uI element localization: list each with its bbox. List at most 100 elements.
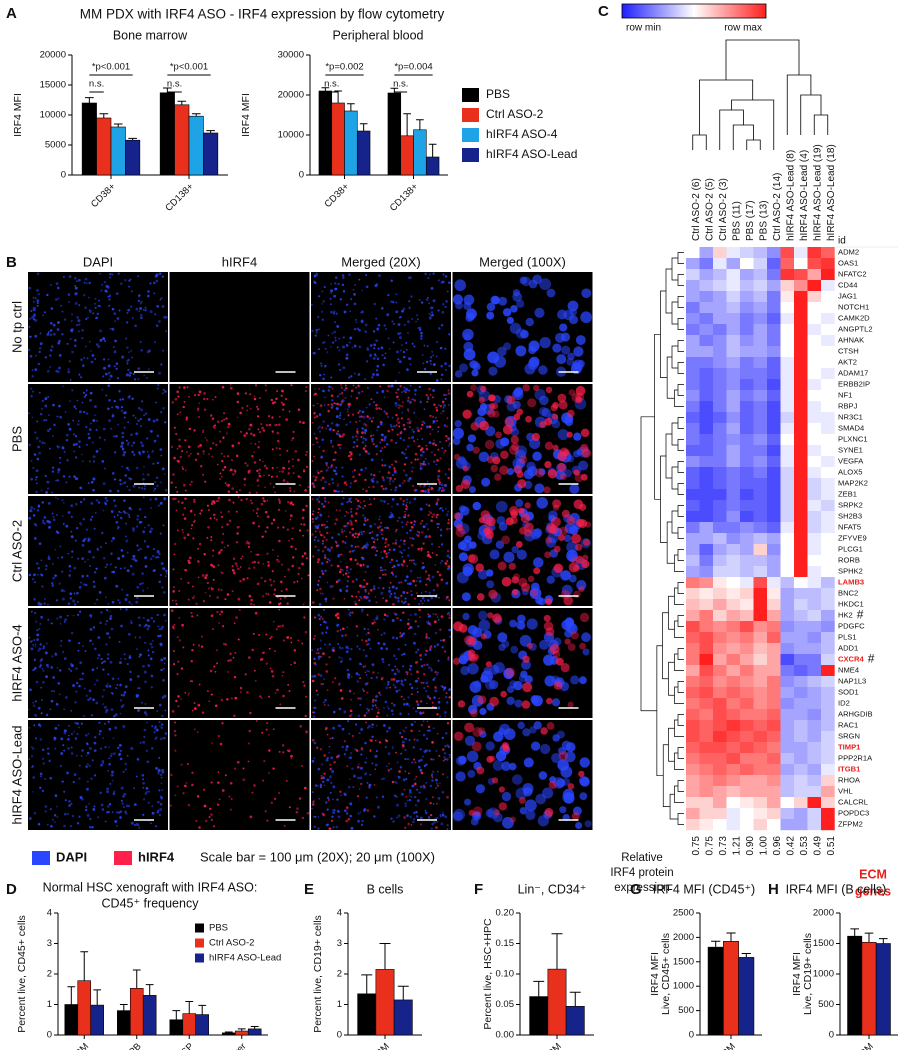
cell xyxy=(29,817,32,820)
cell xyxy=(36,562,39,565)
cell xyxy=(425,633,428,635)
cell xyxy=(172,568,175,571)
cell xyxy=(316,560,320,564)
cell xyxy=(155,279,159,283)
cell xyxy=(163,694,167,698)
heatmap-cell xyxy=(794,522,808,534)
cell xyxy=(346,580,349,583)
cell xyxy=(240,557,243,560)
cell xyxy=(115,292,119,296)
cell xyxy=(113,399,116,403)
cell xyxy=(487,409,496,418)
cell xyxy=(467,704,478,715)
cell xyxy=(108,298,111,301)
cell xyxy=(226,523,229,526)
cell xyxy=(572,450,581,458)
cell xyxy=(134,324,137,328)
cell xyxy=(431,552,434,554)
cell xyxy=(236,526,240,529)
cell xyxy=(139,341,142,343)
heatmap-cell xyxy=(753,753,768,765)
cell xyxy=(398,545,401,548)
cell xyxy=(67,368,70,371)
cell xyxy=(289,518,292,521)
cell xyxy=(101,283,104,286)
heatmap-cell xyxy=(726,423,741,435)
cell xyxy=(353,344,357,348)
cell xyxy=(89,639,92,642)
cell xyxy=(305,504,308,508)
cell xyxy=(500,450,509,460)
cell xyxy=(572,361,581,370)
cell xyxy=(405,348,408,351)
cell xyxy=(378,470,381,473)
heatmap-cell xyxy=(821,797,835,809)
cell xyxy=(189,680,192,683)
cell xyxy=(313,637,316,640)
cell xyxy=(270,398,273,402)
heatmap-cell xyxy=(699,753,714,765)
cell xyxy=(111,752,113,755)
heatmap-cell xyxy=(699,434,714,446)
heatmap-cell xyxy=(780,511,795,523)
cell xyxy=(77,319,81,323)
cell xyxy=(394,425,397,428)
y-tick-label: 2 xyxy=(337,969,342,980)
heatmap-cell xyxy=(780,247,795,259)
cell xyxy=(364,424,368,427)
cell xyxy=(41,441,44,444)
cell xyxy=(435,516,438,519)
y-tick-label: 0 xyxy=(337,1030,342,1041)
cell xyxy=(146,619,150,622)
cell xyxy=(344,384,347,387)
cell xyxy=(286,602,289,605)
heatmap-cell xyxy=(686,522,700,534)
cell xyxy=(320,562,324,565)
cell xyxy=(135,647,139,651)
cell xyxy=(330,546,333,549)
cell xyxy=(419,712,422,715)
cell xyxy=(373,538,376,541)
cell xyxy=(420,592,423,594)
cell xyxy=(135,432,139,436)
heatmap-cell xyxy=(726,313,741,325)
heatmap-cell xyxy=(767,478,781,490)
cell xyxy=(330,292,332,294)
cell xyxy=(99,621,102,625)
cell xyxy=(68,475,71,478)
cell xyxy=(358,473,361,476)
cell xyxy=(440,373,444,377)
cell xyxy=(250,499,252,502)
cell xyxy=(388,586,391,589)
heatmap-cell xyxy=(780,566,795,578)
cell xyxy=(52,403,55,407)
cell xyxy=(340,697,344,700)
cell xyxy=(61,570,64,573)
cell xyxy=(272,486,275,488)
cell xyxy=(359,697,362,700)
cell xyxy=(349,457,353,461)
cell xyxy=(131,450,134,454)
cell xyxy=(161,696,165,699)
cell xyxy=(424,570,428,573)
cell xyxy=(324,597,328,601)
cell xyxy=(123,416,126,419)
cell xyxy=(336,346,339,349)
heatmap-cell xyxy=(753,643,768,655)
cell xyxy=(376,426,379,429)
cell xyxy=(104,820,107,823)
cell xyxy=(403,463,407,466)
cell xyxy=(416,670,419,674)
cell xyxy=(408,627,410,630)
cell xyxy=(144,412,148,415)
cell xyxy=(435,379,439,382)
cell xyxy=(120,549,124,552)
cell xyxy=(56,479,59,482)
cell xyxy=(221,459,224,463)
cell xyxy=(395,404,398,408)
cell xyxy=(135,422,138,425)
cell xyxy=(268,601,272,604)
cell xyxy=(129,565,133,568)
cell xyxy=(359,584,362,588)
cell xyxy=(85,317,88,321)
